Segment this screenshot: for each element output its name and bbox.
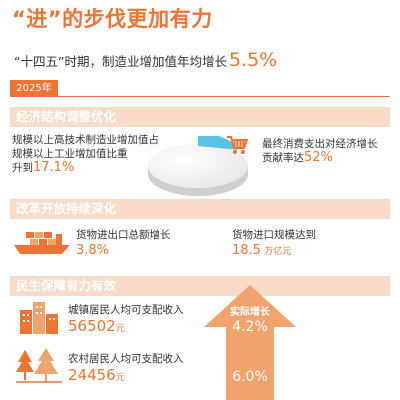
section-reform-opening-title: 改革开放持续深化 (16, 201, 117, 216)
share-pie-chart (148, 136, 248, 196)
hitech-line-1: 规模以上高技术制造业增加值占 (12, 134, 159, 146)
urban-income-value: 56502 (68, 317, 116, 335)
shopping-cart-icon (227, 136, 248, 154)
growth-arrow-label: 实际增长 (230, 305, 271, 318)
hitech-text: 规模以上高技术制造业增加值占 规模以上工业增加值比重 升到17.1% (12, 133, 159, 175)
consumption-value: 52% (304, 150, 333, 165)
urban-income-value-line: 56502元 (68, 319, 184, 336)
section-livelihood-title: 民生保障有力有效 (16, 278, 117, 293)
hitech-line-2: 规模以上工业增加值比重 (12, 148, 128, 160)
pie-hitech-slice (198, 136, 238, 150)
rural-income-text: 农村居民人均可支配收入 24456元 (68, 352, 184, 385)
section-livelihood-header: 民生保障有力有效 (10, 276, 390, 296)
urban-income-text: 城镇居民人均可支配收入 56502元 (68, 303, 184, 336)
rural-income-value: 24456 (68, 366, 116, 384)
hitech-prefix: 升到 (12, 162, 33, 174)
rural-trees-icon (16, 348, 62, 383)
year-divider (10, 96, 390, 97)
trade-value: 3.8% (76, 243, 110, 258)
pie-rest-slice (148, 144, 248, 188)
import-label: 货物进口规模达到 (232, 229, 316, 241)
import-value: 18.5 (232, 243, 261, 258)
consumption-line-2: 贡献率达52% (262, 151, 378, 165)
page-title: “进”的步伐更加有力 (12, 7, 213, 31)
hitech-value: 17.1% (33, 160, 75, 175)
section-economic-structure-header: 经济结构调整优化 (10, 107, 390, 127)
growth-arrow-shape (204, 285, 296, 400)
rural-income-unit: 元 (115, 373, 125, 383)
rural-growth-value: 6.0% (232, 369, 268, 385)
cargo-ship-icon (14, 232, 70, 254)
urban-growth-value: 4.2% (232, 319, 268, 335)
urban-income-label: 城镇居民人均可支配收入 (68, 304, 184, 316)
trade-text: 货物进出口总额增长 3.8% (76, 228, 171, 258)
page-subtitle: “十四五”时期，制造业增加值年均增长 5.5% (14, 49, 277, 71)
consumption-text: 最终消费支出对经济增长 贡献率达52% (262, 137, 378, 165)
urban-income-unit: 元 (115, 324, 125, 334)
import-unit: 万亿元 (264, 247, 292, 257)
import-value-line: 18.5 万亿元 (232, 244, 316, 259)
import-text: 货物进口规模达到 18.5 万亿元 (232, 228, 316, 259)
consumption-line-1: 最终消费支出对经济增长 (262, 138, 378, 150)
city-buildings-icon (20, 302, 58, 334)
growth-arrow: 实际增长 4.2% 6.0% (204, 285, 296, 400)
year-tag: 2025年 (10, 80, 58, 97)
consumption-prefix: 贡献率达 (262, 152, 304, 164)
subtitle-value: 5.5% (228, 49, 278, 71)
hitech-line-3: 升到17.1% (12, 161, 159, 175)
section-economic-structure-title: 经济结构调整优化 (16, 109, 117, 124)
rural-income-label: 农村居民人均可支配收入 (68, 353, 184, 365)
trade-label: 货物进出口总额增长 (76, 229, 171, 241)
section-reform-opening-header: 改革开放持续深化 (10, 199, 390, 219)
subtitle-text: “十四五”时期，制造业增加值年均增长 (14, 54, 227, 69)
rural-income-value-line: 24456元 (68, 368, 184, 385)
